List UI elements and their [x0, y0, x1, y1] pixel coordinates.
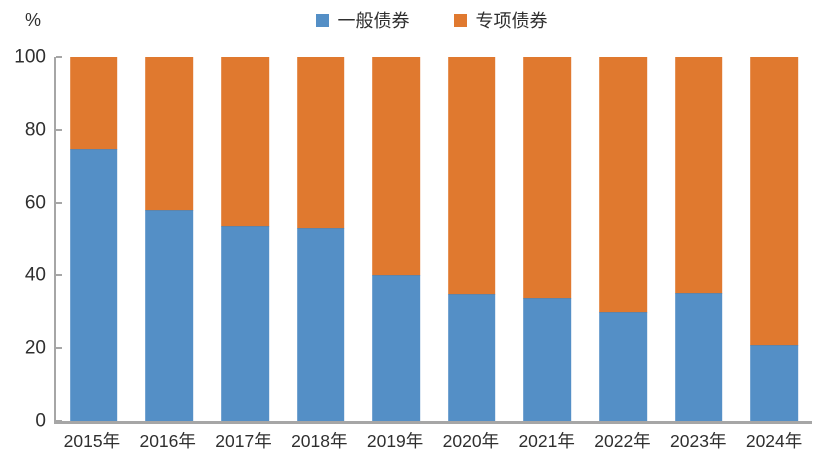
y-tick-label: 0 — [35, 410, 46, 432]
segment-divider — [372, 275, 420, 277]
bar-slot — [434, 57, 510, 421]
stacked-bar-2016年 — [145, 57, 194, 421]
segment-divider — [523, 297, 572, 299]
x-tick-label: 2018年 — [291, 431, 348, 451]
stacked-bar-2015年 — [69, 57, 118, 421]
y-tick-label: 80 — [24, 119, 46, 141]
segment-divider — [599, 311, 647, 313]
y-tick-label: 100 — [14, 46, 46, 68]
y-axis-tick-labels: 0 20 40 60 80 100 — [0, 48, 46, 431]
stacked-bar-2022年 — [599, 57, 647, 421]
segment-general-bonds — [447, 293, 496, 421]
segment-special-bonds — [447, 57, 496, 294]
bar-slot — [585, 57, 661, 421]
x-tick-label: 2016年 — [139, 431, 196, 451]
bar-slot — [207, 57, 283, 421]
legend-item-general-bonds: 一般债券 — [315, 7, 410, 33]
y-tick-mark — [56, 201, 62, 204]
segment-special-bonds — [145, 57, 194, 210]
segment-general-bonds — [145, 209, 194, 421]
x-tick-label: 2023年 — [670, 431, 727, 451]
segment-special-bonds — [674, 57, 723, 293]
segment-general-bonds — [599, 311, 647, 421]
y-tick-mark — [56, 274, 62, 277]
x-tick-label: 2015年 — [63, 431, 121, 451]
bar-slot — [510, 57, 586, 421]
stacked-bar-2019年 — [372, 57, 420, 421]
x-tick-label: 2019年 — [366, 431, 424, 451]
segment-divider — [69, 149, 118, 151]
segment-divider — [296, 227, 345, 229]
legend-swatch-general-bonds-icon — [315, 13, 329, 27]
x-tick-label: 2017年 — [215, 431, 272, 451]
segment-general-bonds — [69, 149, 118, 421]
x-tick-label: 2022年 — [594, 431, 651, 451]
bar-slot — [736, 57, 812, 421]
bar-slot — [132, 57, 208, 421]
segment-general-bonds — [750, 345, 798, 421]
y-tick-mark — [56, 420, 62, 422]
stacked-bar-2021年 — [523, 57, 572, 421]
segment-general-bonds — [372, 275, 420, 421]
x-tick-label: 2024年 — [745, 431, 803, 451]
y-tick-mark — [56, 56, 62, 58]
y-tick-mark — [56, 347, 62, 350]
segment-special-bonds — [372, 57, 420, 276]
stacked-bar-2020年 — [447, 57, 496, 421]
segment-divider — [674, 292, 723, 294]
segment-general-bonds — [296, 227, 345, 421]
legend-label-special-bonds: 专项债券 — [475, 11, 548, 31]
bars — [56, 57, 812, 421]
segment-special-bonds — [599, 57, 647, 312]
legend-label-general-bonds: 一般债券 — [337, 11, 410, 31]
stacked-bar-2023年 — [674, 57, 723, 421]
legend-swatch-special-bonds-icon — [453, 13, 467, 27]
y-axis-unit-label: % — [25, 10, 42, 30]
segment-general-bonds — [523, 297, 572, 421]
segment-special-bonds — [750, 57, 798, 346]
legend: 一般债券 专项债券 — [0, 7, 817, 33]
y-tick-mark — [56, 128, 62, 131]
bar-slot — [358, 57, 434, 421]
bar-slot — [56, 57, 132, 421]
x-tick-label: 2020年 — [442, 431, 500, 451]
stacked-bar-2018年 — [296, 57, 345, 421]
segment-divider — [447, 293, 496, 295]
stacked-bar-2024年 — [750, 57, 798, 421]
bar-slot — [661, 57, 737, 421]
y-tick-label: 60 — [24, 192, 46, 214]
stacked-bar-2017年 — [221, 57, 269, 421]
segment-special-bonds — [221, 57, 269, 226]
bar-slot — [283, 57, 359, 421]
segment-divider — [750, 345, 798, 347]
x-tick-label: 2021年 — [518, 431, 575, 451]
x-axis-tick-labels: 2015年 2016年 2017年 2018年 2019年 2020年 2021年 2022年… — [54, 428, 812, 453]
segment-special-bonds — [296, 57, 345, 228]
segment-special-bonds — [523, 57, 572, 298]
y-tick-label: 40 — [24, 264, 46, 286]
segment-special-bonds — [69, 57, 118, 150]
segment-divider — [221, 225, 269, 227]
segment-divider — [145, 209, 194, 211]
y-tick-label: 20 — [24, 337, 46, 359]
legend-item-special-bonds: 专项债券 — [453, 7, 548, 33]
plot-area — [54, 56, 812, 424]
segment-general-bonds — [221, 225, 269, 421]
segment-general-bonds — [674, 292, 723, 421]
